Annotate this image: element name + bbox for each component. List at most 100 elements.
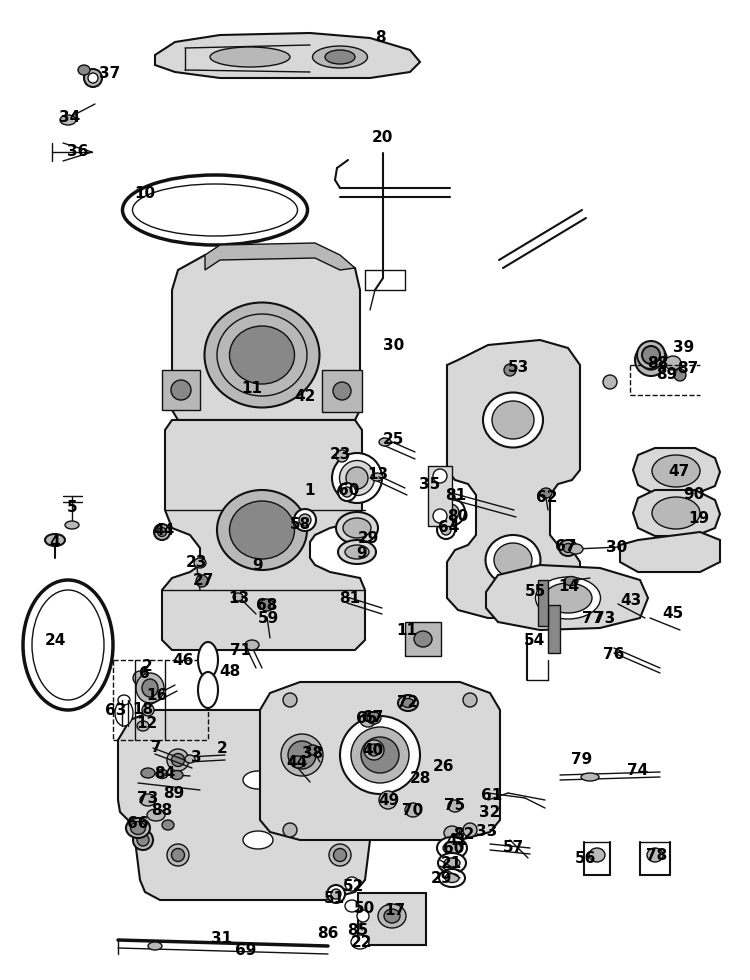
Ellipse shape (203, 679, 213, 701)
Ellipse shape (88, 73, 98, 83)
Text: 60: 60 (443, 841, 465, 856)
Ellipse shape (142, 704, 154, 716)
Text: 76: 76 (603, 647, 625, 662)
Ellipse shape (351, 935, 369, 949)
Ellipse shape (198, 672, 218, 708)
Text: 60: 60 (338, 482, 360, 498)
Ellipse shape (343, 518, 371, 538)
Ellipse shape (674, 369, 686, 381)
Ellipse shape (351, 727, 409, 783)
Ellipse shape (162, 820, 174, 830)
Ellipse shape (313, 46, 368, 68)
Ellipse shape (137, 721, 149, 731)
Text: 5: 5 (67, 500, 77, 514)
Ellipse shape (647, 848, 663, 862)
Ellipse shape (340, 461, 374, 496)
Text: 21: 21 (440, 856, 461, 870)
Ellipse shape (494, 543, 532, 577)
Text: 88: 88 (647, 356, 669, 370)
Ellipse shape (122, 175, 308, 245)
Ellipse shape (133, 830, 153, 850)
Ellipse shape (243, 771, 273, 789)
Text: 88: 88 (152, 803, 172, 817)
Text: 86: 86 (317, 925, 339, 941)
Text: 80: 80 (447, 509, 469, 523)
Ellipse shape (154, 524, 170, 540)
Ellipse shape (142, 679, 158, 697)
Ellipse shape (414, 631, 432, 647)
Text: 75: 75 (444, 798, 466, 812)
Ellipse shape (345, 545, 369, 559)
Text: 53: 53 (507, 360, 529, 374)
Text: 67: 67 (555, 538, 577, 554)
Polygon shape (447, 340, 580, 618)
Text: 44: 44 (153, 522, 175, 537)
Ellipse shape (137, 834, 149, 846)
Text: 12: 12 (136, 715, 158, 730)
Ellipse shape (364, 740, 384, 760)
Ellipse shape (327, 885, 345, 903)
Ellipse shape (45, 534, 65, 546)
Ellipse shape (378, 904, 406, 928)
Text: 65: 65 (356, 710, 378, 725)
Ellipse shape (299, 514, 311, 526)
Ellipse shape (171, 770, 183, 779)
Text: 34: 34 (59, 111, 81, 125)
Text: 64: 64 (438, 519, 460, 534)
Text: 81: 81 (446, 487, 466, 503)
Bar (428, 466, 452, 526)
Ellipse shape (23, 580, 113, 710)
Ellipse shape (483, 393, 543, 448)
Polygon shape (162, 420, 365, 650)
Ellipse shape (361, 737, 399, 773)
Ellipse shape (338, 483, 356, 501)
Text: 90: 90 (683, 486, 705, 502)
Text: 84: 84 (154, 765, 176, 780)
Ellipse shape (333, 382, 351, 400)
Polygon shape (172, 255, 360, 420)
Ellipse shape (167, 844, 189, 866)
Text: 45: 45 (662, 606, 684, 620)
Ellipse shape (398, 695, 418, 711)
Text: 2: 2 (217, 741, 227, 756)
Ellipse shape (171, 380, 191, 400)
Text: 8: 8 (375, 30, 386, 45)
Ellipse shape (492, 401, 534, 439)
Bar (538, 580, 548, 626)
Ellipse shape (367, 712, 381, 724)
Text: 16: 16 (146, 688, 168, 703)
Ellipse shape (158, 527, 166, 536)
Ellipse shape (441, 525, 451, 535)
Polygon shape (633, 490, 720, 536)
Text: 23: 23 (329, 447, 351, 462)
Text: 20: 20 (371, 130, 393, 145)
Ellipse shape (172, 754, 184, 766)
Ellipse shape (379, 438, 391, 446)
Ellipse shape (210, 47, 290, 67)
Text: 3: 3 (190, 750, 201, 764)
Ellipse shape (444, 858, 460, 868)
Ellipse shape (637, 341, 665, 369)
Ellipse shape (445, 873, 459, 883)
Text: 6: 6 (139, 665, 149, 680)
Text: 31: 31 (211, 930, 232, 946)
Ellipse shape (205, 303, 320, 408)
Ellipse shape (291, 756, 305, 768)
Ellipse shape (440, 753, 450, 763)
Ellipse shape (329, 844, 351, 866)
Text: 59: 59 (257, 611, 279, 625)
Ellipse shape (167, 749, 189, 771)
Text: 35: 35 (419, 476, 441, 492)
Ellipse shape (438, 853, 466, 873)
Text: 67: 67 (362, 710, 384, 724)
Text: 77: 77 (582, 611, 604, 625)
Ellipse shape (133, 184, 298, 236)
Text: 14: 14 (559, 578, 580, 594)
Polygon shape (260, 682, 500, 840)
Text: 61: 61 (482, 788, 502, 803)
Ellipse shape (371, 473, 383, 481)
Text: 44: 44 (286, 755, 308, 769)
Ellipse shape (433, 469, 447, 483)
Ellipse shape (443, 842, 461, 854)
Text: 63: 63 (105, 703, 127, 717)
